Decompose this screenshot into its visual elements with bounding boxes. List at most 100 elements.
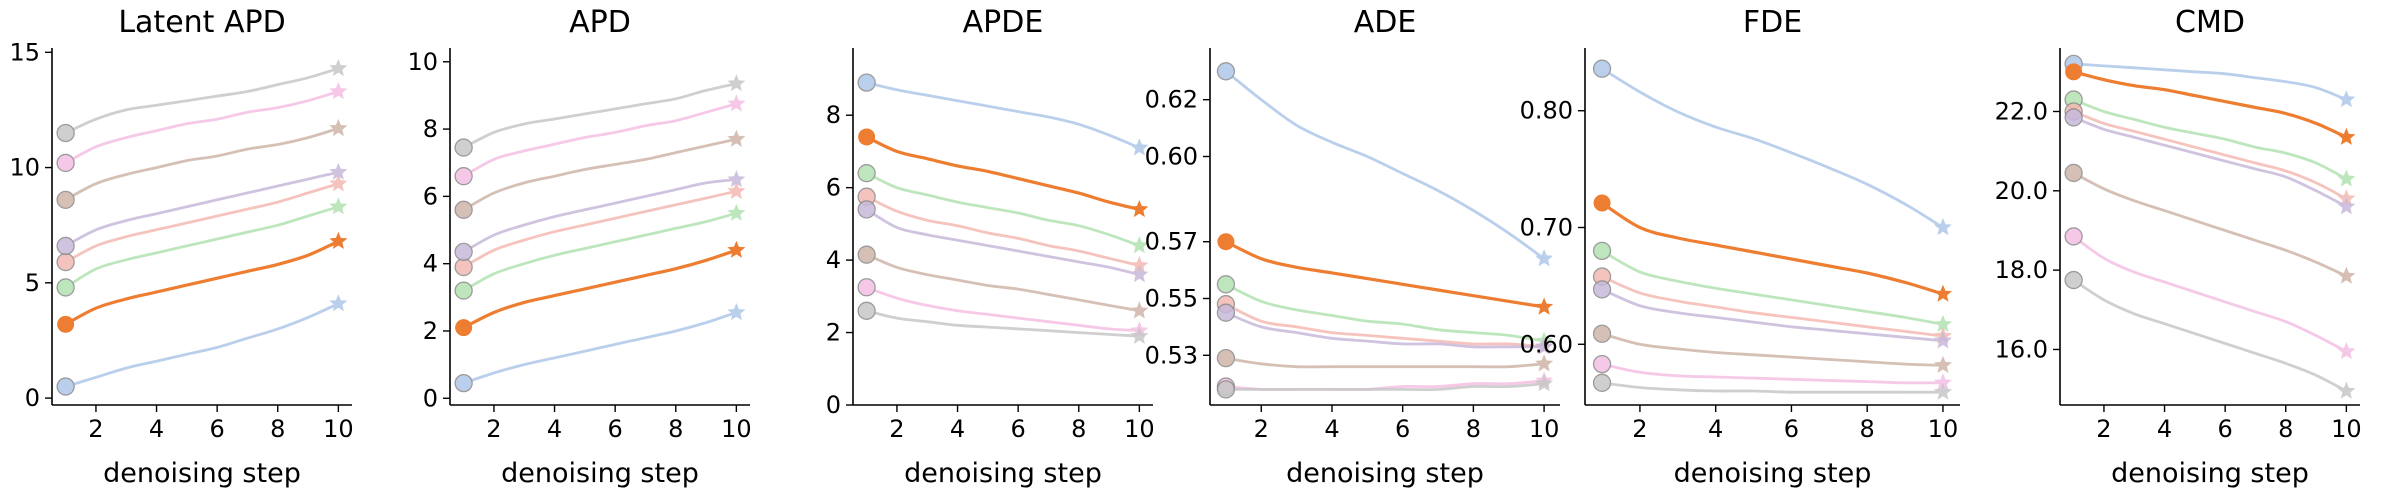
end-marker bbox=[329, 82, 348, 100]
series-line-1 bbox=[1216, 62, 1554, 267]
series-path bbox=[462, 189, 737, 269]
y-tick-label: 10 bbox=[9, 154, 40, 182]
end-marker bbox=[329, 162, 348, 180]
series-line-6 bbox=[857, 245, 1149, 319]
start-marker bbox=[857, 301, 876, 320]
series-path bbox=[65, 67, 339, 135]
series-path bbox=[64, 239, 340, 326]
end-marker bbox=[727, 129, 746, 147]
x-tick-label: 10 bbox=[721, 415, 752, 443]
x-tick-label: 4 bbox=[547, 415, 562, 443]
end-marker bbox=[727, 94, 746, 112]
end-marker bbox=[1130, 256, 1149, 274]
series-path bbox=[2072, 171, 2347, 278]
series-line-3 bbox=[454, 203, 746, 300]
series-path bbox=[865, 171, 1140, 247]
y-tick-label: 0.57 bbox=[1145, 228, 1198, 256]
start-marker bbox=[56, 190, 75, 209]
end-marker bbox=[329, 231, 348, 249]
x-axis-label: denoising step bbox=[904, 458, 1102, 489]
subplot-title: FDE bbox=[1743, 5, 1802, 40]
x-tick-label: 6 bbox=[1395, 415, 1410, 443]
x-tick-label: 6 bbox=[608, 415, 623, 443]
x-tick-label: 6 bbox=[1784, 415, 1799, 443]
series-path bbox=[1601, 67, 1944, 229]
series-line-1 bbox=[454, 303, 746, 393]
x-tick-label: 6 bbox=[1011, 415, 1026, 443]
y-tick-label: 22.0 bbox=[1995, 97, 2048, 125]
series-path bbox=[462, 178, 737, 254]
series-path bbox=[865, 135, 1140, 211]
x-tick-label: 8 bbox=[1466, 415, 1481, 443]
y-tick-label: 0.80 bbox=[1520, 97, 1573, 125]
end-marker bbox=[1130, 301, 1149, 319]
start-marker bbox=[857, 200, 876, 219]
series-path bbox=[1601, 362, 1944, 385]
end-marker bbox=[727, 74, 746, 92]
end-marker bbox=[1535, 354, 1554, 372]
end-marker bbox=[1130, 138, 1149, 156]
x-tick-label: 8 bbox=[668, 415, 683, 443]
end-marker bbox=[2337, 127, 2356, 145]
series-line-5 bbox=[2064, 108, 2356, 215]
x-tick-label: 6 bbox=[2218, 415, 2233, 443]
x-tick-label: 4 bbox=[1324, 415, 1339, 443]
end-marker bbox=[727, 240, 746, 258]
end-marker bbox=[2337, 342, 2356, 360]
subplot-6: CMD 2 4 6 8 10 16.0 18.0 20.0 22.0 denoising step bbox=[1995, 5, 2362, 489]
start-marker bbox=[1592, 59, 1612, 78]
y-tick-label: 10 bbox=[407, 48, 438, 76]
series-path bbox=[462, 82, 737, 149]
series-path bbox=[2072, 235, 2348, 353]
series-line-6 bbox=[1216, 348, 1554, 372]
start-marker bbox=[56, 252, 75, 272]
subplot-title: APDE bbox=[963, 5, 1044, 40]
end-marker bbox=[727, 170, 746, 188]
start-marker bbox=[857, 245, 876, 264]
x-axis-label: denoising step bbox=[1286, 458, 1484, 489]
y-tick-label: 0 bbox=[826, 391, 841, 419]
series-path bbox=[64, 205, 339, 289]
series-line-8 bbox=[857, 301, 1149, 344]
start-marker bbox=[857, 164, 876, 183]
start-marker bbox=[1592, 241, 1612, 261]
series-path bbox=[1601, 381, 1943, 394]
x-tick-label: 2 bbox=[2096, 415, 2111, 443]
end-marker bbox=[329, 174, 348, 192]
series-line-2 bbox=[455, 240, 746, 337]
end-marker bbox=[1933, 373, 1952, 391]
series-path bbox=[462, 137, 737, 212]
subplot-title: CMD bbox=[2175, 5, 2245, 40]
series-path bbox=[865, 195, 1140, 267]
end-marker bbox=[329, 294, 348, 312]
end-marker bbox=[329, 58, 348, 77]
series-line-5 bbox=[454, 170, 746, 262]
start-marker bbox=[1592, 373, 1612, 392]
end-marker bbox=[1933, 382, 1952, 400]
end-marker bbox=[1130, 265, 1149, 283]
series-line-6 bbox=[454, 129, 746, 219]
series-path bbox=[866, 81, 1140, 150]
x-tick-label: 8 bbox=[2278, 415, 2293, 443]
series-path bbox=[1225, 70, 1545, 260]
series-line-2 bbox=[1217, 233, 1554, 315]
start-marker bbox=[454, 138, 473, 157]
y-tick-label: 6 bbox=[423, 182, 438, 210]
y-tick-label: 0 bbox=[423, 384, 438, 412]
series-line-2 bbox=[858, 128, 1149, 218]
series-path bbox=[64, 182, 339, 264]
series-line-5 bbox=[1216, 303, 1554, 355]
series-path bbox=[462, 248, 737, 330]
series-line-4 bbox=[454, 181, 746, 277]
end-marker bbox=[2337, 197, 2356, 215]
start-marker bbox=[2064, 163, 2083, 183]
start-marker bbox=[2064, 227, 2083, 246]
series-line-5 bbox=[1592, 280, 1952, 349]
series-path bbox=[1225, 240, 1545, 309]
start-marker bbox=[1216, 348, 1236, 368]
series-path bbox=[462, 211, 737, 292]
start-marker bbox=[56, 153, 75, 173]
start-marker bbox=[454, 167, 473, 186]
series-path bbox=[2073, 116, 2348, 208]
